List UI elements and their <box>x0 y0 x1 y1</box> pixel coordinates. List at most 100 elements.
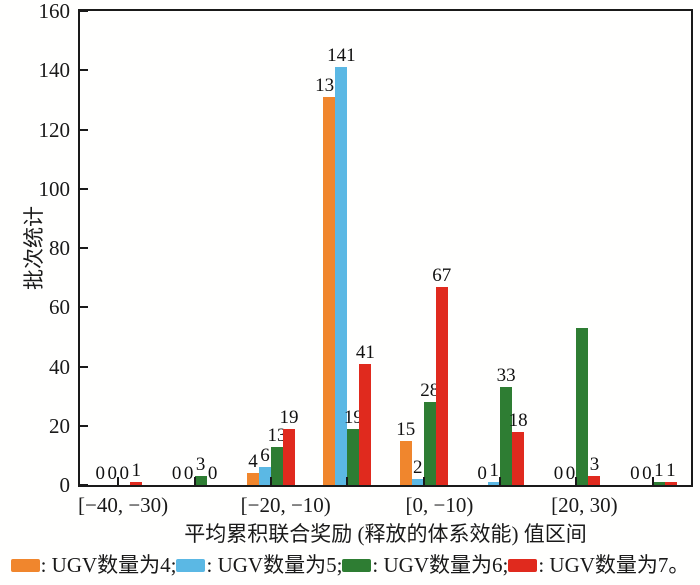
y-tick-mark <box>80 69 88 72</box>
bar-group: 4 6 13 19 <box>233 11 309 485</box>
legend-swatch <box>176 558 206 572</box>
bar-group: 0 1 33 18 <box>462 11 538 485</box>
x-tick-mark <box>346 477 349 485</box>
x-tick-mark <box>499 477 502 485</box>
bar-UGV数量为6 <box>576 328 589 485</box>
bar-group: 15 2 28 67 <box>386 11 462 485</box>
bar-value-label: 19 <box>279 406 299 428</box>
bar-value-label: 0 <box>642 463 652 484</box>
bar-value-label: 0 <box>183 463 194 484</box>
bar-value-label: 15 <box>396 418 416 440</box>
bar-UGV数量为7: 41 <box>356 342 375 485</box>
legend-label: : UGV数量为4; <box>40 553 177 577</box>
x-tick-label: [−20, −10) <box>240 493 331 517</box>
y-tick-mark <box>80 484 88 486</box>
y-tick-mark <box>80 424 88 427</box>
bar-value-label: 0 <box>119 463 129 484</box>
bar-UGV数量为7: 67 <box>432 265 451 485</box>
bar-UGV数量为6: 3 <box>194 455 207 485</box>
bar-value-label: 6 <box>260 445 270 467</box>
bar-UGV数量为7: 19 <box>279 407 298 485</box>
bar-UGV数量为4: 131 <box>315 75 344 485</box>
x-tick-mark <box>422 477 425 485</box>
y-tick-mark <box>80 10 88 12</box>
bar-value-label: 28 <box>420 380 440 402</box>
x-axis-title: 平均累积联合奖励 (释放的体系效能) 值区间 <box>184 522 587 546</box>
y-tick-label: 120 <box>38 117 71 142</box>
x-tick-mark <box>193 477 196 485</box>
x-tick-mark <box>269 477 272 485</box>
y-tick-mark <box>80 247 88 249</box>
x-tick-label <box>331 492 403 518</box>
legend: : UGV数量为4; : UGV数量为5; : UGV数量为6; : UGV数量为7。 <box>0 552 700 578</box>
bar-value-label: 0 <box>565 463 576 484</box>
plot-area: 0 0 0 1 0 0 3 0 4 6 13 19 131 141 19 41 15 2 28 67 0 1 33 18 0 0 3… <box>78 9 693 487</box>
bar-value-label: 1 <box>489 460 499 482</box>
y-tick-mark <box>80 128 88 131</box>
bar-value-label: 0 <box>630 463 640 484</box>
bar-UGV数量为6: 13 <box>267 425 286 485</box>
y-tick-label: 160 <box>38 0 71 23</box>
y-tick-label: 140 <box>38 58 71 83</box>
legend-swatch <box>10 558 40 572</box>
bar-value-label: 3 <box>589 454 600 476</box>
bar-groups: 0 0 0 1 0 0 3 0 4 6 13 19 131 141 19 41 15 2 28 67 0 1 33 18 0 0 3… <box>80 11 691 485</box>
y-axis-title: 批次统计 <box>22 206 46 290</box>
y-tick-mark <box>80 187 88 190</box>
bar-UGV数量为7: 3 <box>588 455 601 485</box>
bar-UGV数量为7: 18 <box>509 410 528 485</box>
bar-value-label: 141 <box>327 45 356 67</box>
bar-UGV数量为4: 4 <box>246 452 259 485</box>
x-tick-label <box>476 492 548 518</box>
bar-value-label: 0 <box>207 463 218 484</box>
bar-value-label: 67 <box>432 264 452 286</box>
legend-item: : UGV数量为5; <box>176 552 342 578</box>
bar-value-label: 0 <box>107 463 117 484</box>
bar-value-label: 0 <box>477 463 487 484</box>
y-tick-label: 100 <box>38 176 71 201</box>
bar-UGV数量为6: 33 <box>497 366 516 485</box>
bar-value-label: 0 <box>171 463 182 484</box>
bar-value-label: 18 <box>508 409 528 431</box>
bar-value-label: 33 <box>496 365 516 387</box>
x-tick-mark <box>575 477 578 485</box>
bar-UGV数量为7: 1 <box>130 461 143 485</box>
bar-value-label: 1 <box>131 460 141 482</box>
x-tick-mark <box>117 477 120 485</box>
y-tick-label: 60 <box>49 295 70 320</box>
bar-value-label: 19 <box>343 406 363 428</box>
legend-label: : UGV数量为6; <box>372 553 509 577</box>
bar-value-label: 41 <box>355 341 375 363</box>
x-tick-labels: [−40, −30) [−20, −10) [0, −10) [20, 30) <box>78 492 693 518</box>
x-tick-label <box>621 492 693 518</box>
legend-label: : UGV数量为5; <box>206 553 343 577</box>
legend-label: : UGV数量为7。 <box>538 553 690 577</box>
bar-UGV数量为5: 141 <box>327 46 356 485</box>
bar-UGV数量为4: 15 <box>396 419 415 485</box>
y-tick-label: 20 <box>49 413 70 438</box>
bar-value-label: 0 <box>553 463 564 484</box>
bar-value-label: 4 <box>248 451 258 473</box>
bar-value-label: 1 <box>666 460 676 482</box>
bar-value-label: 3 <box>195 454 206 476</box>
bar-UGV数量为6: 1 <box>652 461 665 485</box>
y-tick-mark <box>80 306 88 309</box>
x-tick-label: [−40, −30) <box>78 493 169 517</box>
bar-value-label: 2 <box>412 457 423 479</box>
y-tick-label: 0 <box>59 473 71 497</box>
bar-UGV数量为5: 6 <box>258 446 271 485</box>
bar-UGV数量为6: 28 <box>420 381 439 485</box>
x-tick-mark <box>651 477 654 485</box>
x-tick-label: [20, 30) <box>551 493 618 517</box>
y-tick-label: 40 <box>49 354 70 379</box>
bar-UGV数量为5: 2 <box>411 458 424 485</box>
legend-item: : UGV数量为6; <box>342 552 508 578</box>
bar-UGV数量为7: 1 <box>664 461 677 485</box>
bar-UGV数量为5: 1 <box>488 461 501 485</box>
x-tick-label: [0, −10) <box>405 493 474 517</box>
